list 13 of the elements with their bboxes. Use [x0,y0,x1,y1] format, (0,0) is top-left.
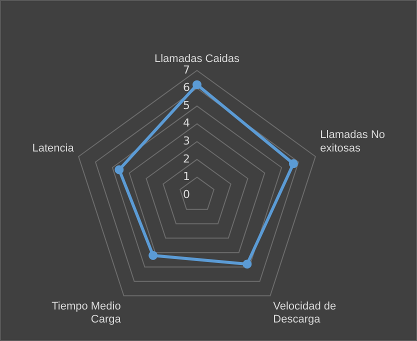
y-tick-label: 7 [183,63,190,76]
spoke-label: Latencia [32,142,75,154]
y-tick-label: 2 [183,152,190,166]
spoke-label: Velocidad de Descarga [273,300,336,326]
y-tick-label: 4 [183,116,190,130]
spoke-label: Llamadas No exitosas [320,129,386,154]
y-tick-label: 0 [183,188,190,201]
spoke-label: Llamadas Caidas [154,52,240,65]
y-tick-label: 1 [183,170,190,184]
y-tick-label: 5 [183,98,190,112]
y-tick-label: 3 [183,134,190,148]
spoke-label: Tiempo Medio Carga [52,300,122,326]
y-tick-label: 6 [183,81,190,94]
